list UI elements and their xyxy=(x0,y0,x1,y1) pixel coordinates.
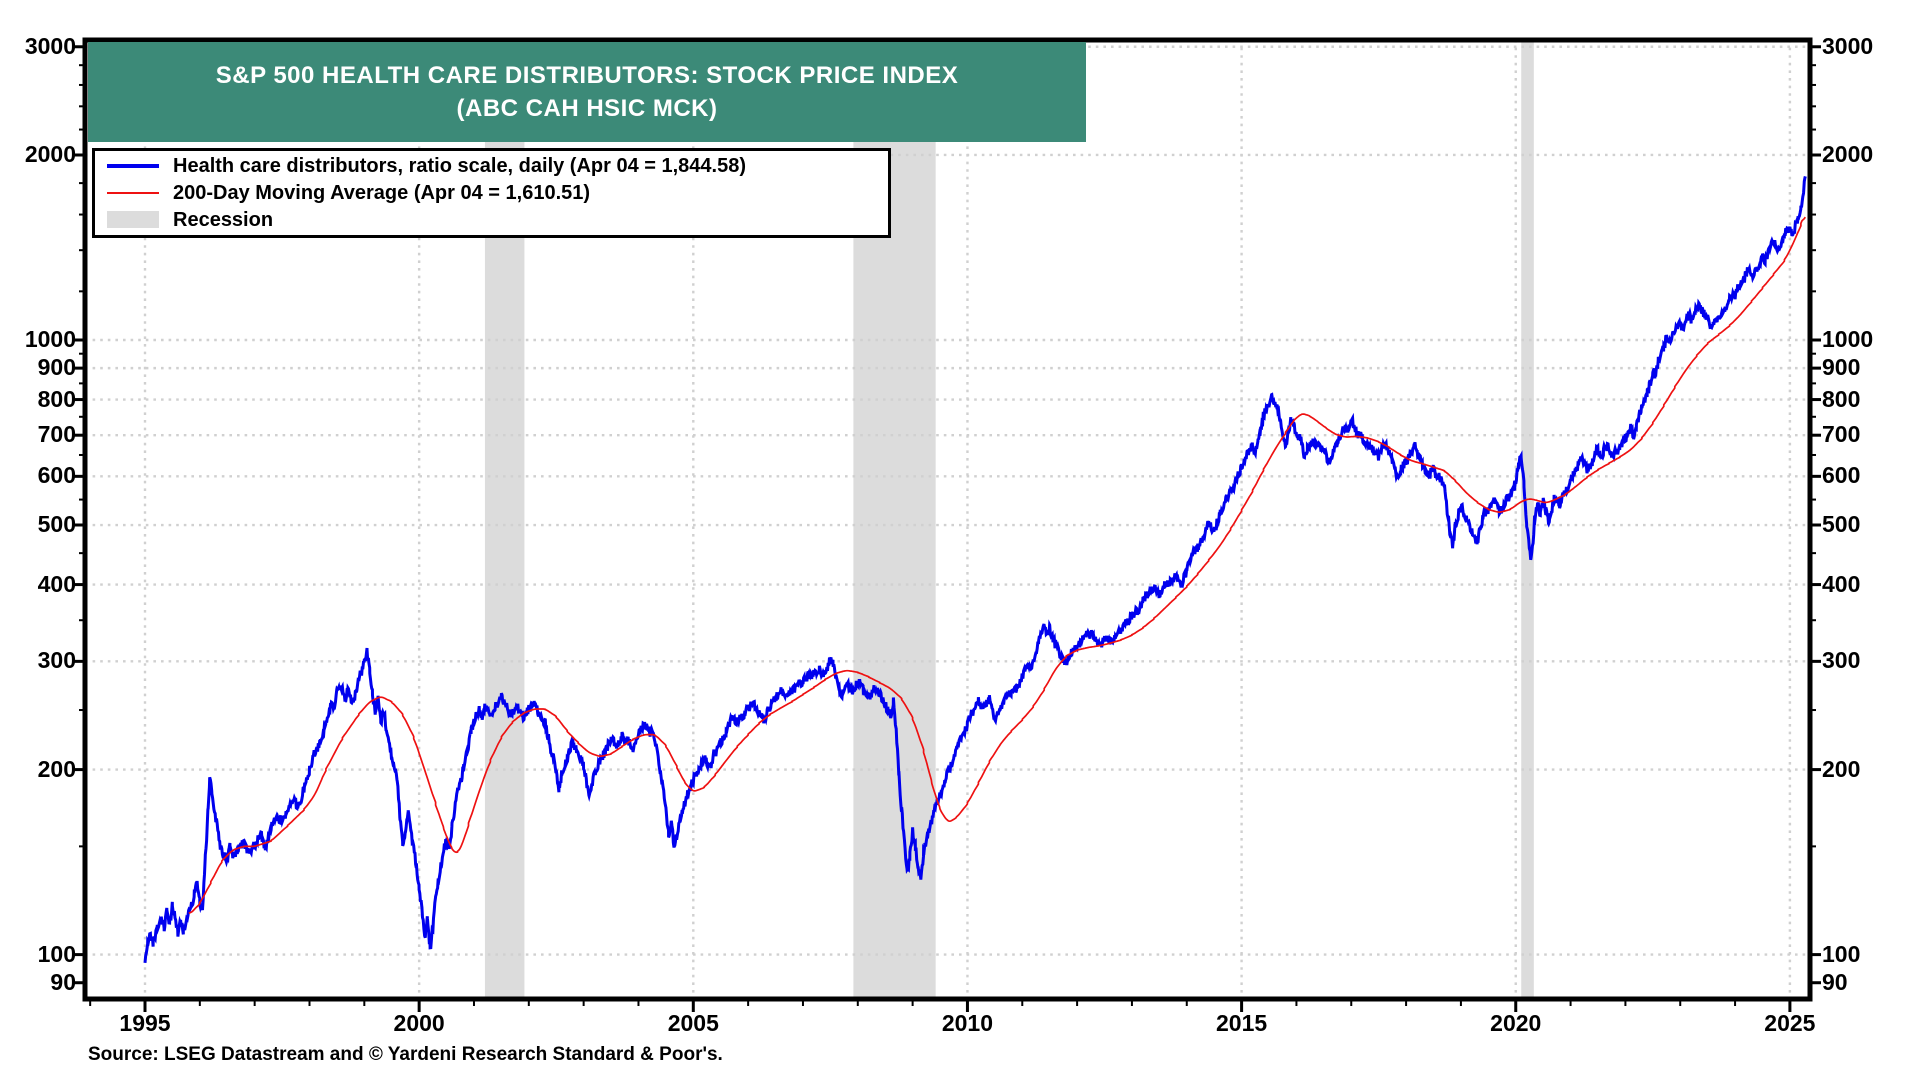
y-axis-label-right: 100 xyxy=(1822,940,1861,967)
x-axis-label: 2020 xyxy=(1490,1010,1542,1036)
y-axis-label-left: 300 xyxy=(37,647,76,674)
y-axis-label-left: 900 xyxy=(37,354,76,381)
legend-item-recession: Recession xyxy=(107,206,888,233)
daily-price-line xyxy=(143,176,1807,964)
legend-label-recession: Recession xyxy=(173,208,274,231)
x-axis-label: 2025 xyxy=(1764,1010,1816,1036)
y-axis-label-left: 200 xyxy=(37,755,76,782)
legend-label-daily: Health care distributors, ratio scale, d… xyxy=(173,155,747,178)
chart-title-line2: (ABC CAH HSIC MCK) xyxy=(456,95,718,122)
plot-border xyxy=(82,37,1813,1002)
y-axis-label-left: 600 xyxy=(37,462,76,489)
y-axis-label-left: 90 xyxy=(50,968,76,995)
y-axis-label-right: 900 xyxy=(1822,354,1861,381)
y-axis-label-left: 100 xyxy=(37,940,76,967)
chart-title-banner: S&P 500 HEALTH CARE DISTRIBUTORS: STOCK … xyxy=(88,42,1086,142)
x-axis-label: 2015 xyxy=(1216,1010,1268,1036)
y-axis-label-right: 200 xyxy=(1822,755,1861,782)
moving-average-swatch-icon xyxy=(107,192,159,194)
y-axis-label-right: 3000 xyxy=(1822,32,1874,59)
y-axis-label-left: 400 xyxy=(37,570,76,597)
y-axis-label-right: 700 xyxy=(1822,421,1861,448)
y-axis-label-right: 600 xyxy=(1822,462,1861,489)
y-axis-label-left: 2000 xyxy=(24,140,76,167)
legend-label-moving-average: 200-Day Moving Average (Apr 04 = 1,610.5… xyxy=(173,182,591,204)
x-axis-label: 2000 xyxy=(393,1010,445,1036)
x-axis-label: 2010 xyxy=(941,1010,994,1036)
x-axis-label: 1995 xyxy=(119,1010,171,1036)
y-axis-label-left: 700 xyxy=(37,421,76,448)
x-axis-label: 2005 xyxy=(667,1010,719,1036)
y-axis-label-right: 1000 xyxy=(1822,326,1874,352)
y-axis-label-right: 800 xyxy=(1822,385,1861,412)
y-axis-label-right: 400 xyxy=(1822,570,1861,597)
y-axis-label-right: 500 xyxy=(1822,511,1861,537)
recession-swatch-icon xyxy=(107,211,159,229)
y-axis-label-left: 3000 xyxy=(24,32,76,59)
chart-title-line1: S&P 500 HEALTH CARE DISTRIBUTORS: STOCK … xyxy=(215,62,959,89)
y-axis-label-left: 800 xyxy=(37,385,76,412)
chart-legend: Health care distributors, ratio scale, d… xyxy=(92,148,891,238)
daily-line-swatch-icon xyxy=(107,164,159,169)
y-axis-label-right: 2000 xyxy=(1822,140,1874,167)
legend-item-moving-average: 200-Day Moving Average (Apr 04 = 1,610.5… xyxy=(107,180,888,207)
y-axis-label-left: 500 xyxy=(37,511,76,537)
y-axis-label-right: 90 xyxy=(1822,968,1848,995)
source-attribution: Source: LSEG Datastream and © Yardeni Re… xyxy=(88,1044,723,1065)
moving-average-line xyxy=(188,216,1807,915)
y-axis-label-left: 1000 xyxy=(24,326,76,352)
legend-item-daily: Health care distributors, ratio scale, d… xyxy=(107,153,888,180)
y-axis-label-right: 300 xyxy=(1822,647,1861,674)
